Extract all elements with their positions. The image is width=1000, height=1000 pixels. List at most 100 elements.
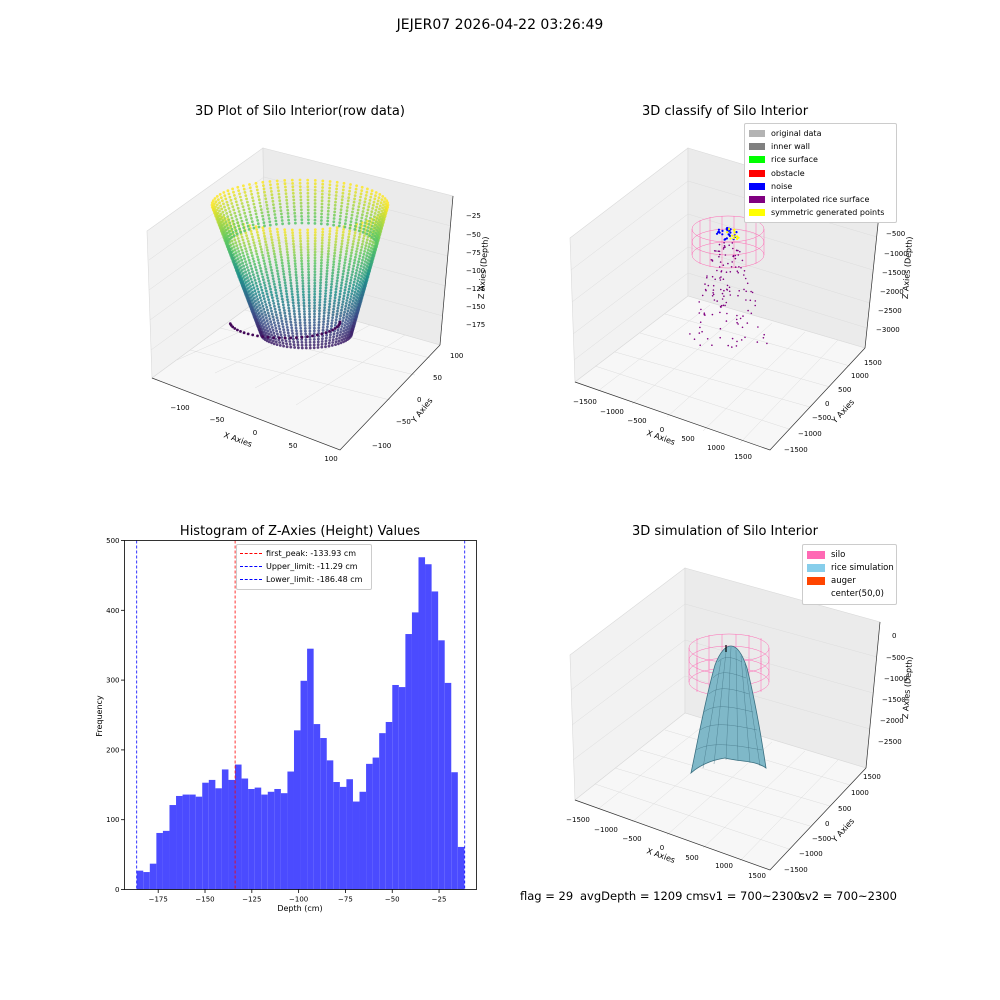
raw-point (340, 322, 344, 325)
raw-point (351, 270, 354, 274)
raw-point (344, 219, 348, 222)
legend-label: original data (771, 129, 822, 139)
raw-point (268, 304, 272, 307)
raw-point (239, 232, 243, 236)
raw-point (330, 319, 334, 322)
raw-point (356, 309, 359, 313)
classify-point (750, 312, 753, 315)
classify-silo-wireframe (691, 215, 765, 269)
raw-point (234, 268, 238, 272)
simulation-legend-item: silo (807, 548, 892, 561)
raw-point (379, 212, 383, 216)
raw-point (300, 221, 304, 225)
raw-point (291, 332, 294, 335)
classify-point (698, 332, 701, 334)
raw-point (257, 326, 260, 329)
raw-point (220, 215, 224, 219)
raw-point (214, 214, 218, 217)
raw-point (359, 277, 363, 281)
raw-point (313, 192, 317, 196)
raw-point (218, 222, 221, 225)
classify-point (706, 338, 709, 340)
raw-point (363, 270, 367, 274)
raw-point (382, 208, 386, 212)
raw-point (283, 182, 287, 186)
raw-point (370, 233, 374, 237)
classify-point (746, 282, 749, 285)
raw-point (294, 221, 297, 225)
raw-point (242, 283, 246, 287)
classify-ytick: 1500 (864, 359, 882, 367)
raw-point (363, 281, 367, 285)
raw-point (325, 272, 329, 276)
raw-point (378, 233, 382, 236)
raw-point (255, 314, 258, 318)
histogram-ytick-label: 500 (106, 537, 119, 545)
raw-point (221, 224, 224, 227)
raw-point (280, 212, 283, 216)
raw-point (360, 274, 363, 278)
raw-point (294, 270, 298, 274)
raw-point (269, 330, 273, 334)
raw-point (255, 271, 259, 275)
raw-point (288, 312, 291, 316)
raw-point (275, 294, 279, 298)
classify-ytick: 0 (825, 400, 829, 408)
raw-point (272, 318, 276, 322)
raw-point (376, 223, 379, 226)
raw-point (347, 337, 351, 340)
raw-point (335, 337, 338, 341)
raw-point (336, 273, 340, 277)
raw-point (338, 221, 342, 225)
raw-point (365, 278, 369, 282)
raw-point (356, 266, 359, 269)
classify-xtick: 500 (681, 435, 694, 443)
raw-point (217, 222, 221, 225)
raw-point (349, 257, 352, 260)
raw-point (338, 320, 341, 324)
raw-point (262, 318, 266, 321)
raw-point (373, 222, 377, 225)
raw-point (371, 255, 375, 259)
raw-point (321, 182, 325, 186)
raw-point (246, 300, 250, 303)
raw-point (362, 289, 366, 293)
raw-point (354, 191, 357, 194)
raw-point (270, 323, 273, 326)
raw-point (298, 318, 302, 322)
raw-point (353, 234, 356, 238)
raw-point (248, 289, 251, 293)
raw-point (235, 267, 238, 271)
classify-point (724, 246, 726, 248)
raw-point (250, 232, 254, 236)
raw-point (295, 287, 299, 291)
raw-point (267, 254, 270, 258)
raw-point (371, 256, 375, 259)
raw-point (382, 200, 386, 204)
raw-point (346, 271, 350, 275)
raw-point (307, 284, 311, 288)
raw-point (223, 219, 227, 222)
histogram-x-axis-label: Depth (cm) (277, 904, 322, 913)
simulation-ytick: 1000 (851, 789, 869, 797)
raw-point (346, 322, 349, 326)
raw-point (237, 210, 241, 213)
raw-point (341, 230, 345, 234)
raw-point (215, 217, 219, 220)
raw-point (336, 276, 339, 280)
raw-point (289, 317, 292, 321)
raw-point (381, 212, 385, 216)
raw-point (247, 293, 251, 297)
raw-point (234, 228, 237, 232)
raw-point (323, 306, 326, 309)
figure-title: JEJER07 2026-04-22 03:26:49 (396, 17, 604, 33)
classify-point (735, 249, 738, 252)
raw-point (299, 191, 302, 195)
histogram-xtick-label: −25 (432, 896, 447, 904)
raw-point (358, 280, 362, 284)
raw-point (348, 226, 352, 230)
raw-point (330, 344, 334, 347)
raw-point (381, 211, 385, 215)
raw-point (246, 204, 250, 207)
raw-point (220, 207, 224, 211)
